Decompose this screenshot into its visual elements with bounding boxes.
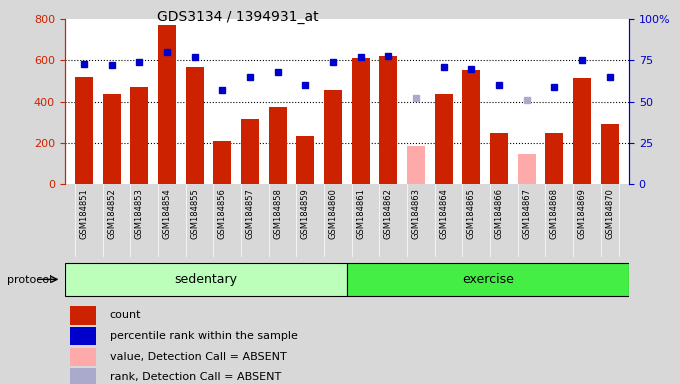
Bar [186, 67, 203, 184]
Bar [103, 94, 120, 184]
Bar [75, 77, 93, 184]
Bar [296, 136, 314, 184]
Bar [131, 87, 148, 184]
Bar [462, 70, 480, 184]
Text: GSM184854: GSM184854 [163, 188, 171, 239]
Bar [70, 327, 96, 345]
Text: GSM184851: GSM184851 [80, 188, 88, 239]
Text: GSM184862: GSM184862 [384, 188, 393, 239]
Bar [70, 368, 96, 384]
Text: GSM184868: GSM184868 [550, 188, 559, 239]
Bar [545, 133, 563, 184]
Bar [70, 306, 96, 324]
Text: rank, Detection Call = ABSENT: rank, Detection Call = ABSENT [109, 372, 281, 382]
Text: count: count [109, 311, 141, 321]
Bar [517, 154, 536, 184]
Text: GDS3134 / 1394931_at: GDS3134 / 1394931_at [157, 10, 319, 23]
Text: percentile rank within the sample: percentile rank within the sample [109, 331, 298, 341]
Text: GSM184860: GSM184860 [328, 188, 337, 239]
Bar [347, 263, 629, 296]
Text: GSM184867: GSM184867 [522, 188, 531, 239]
Bar [407, 146, 425, 184]
Text: GSM184869: GSM184869 [577, 188, 586, 239]
Text: GSM184861: GSM184861 [356, 188, 365, 239]
Text: GSM184852: GSM184852 [107, 188, 116, 239]
Text: GSM184857: GSM184857 [245, 188, 254, 239]
Bar [379, 56, 397, 184]
Bar [324, 90, 342, 184]
Text: exercise: exercise [462, 273, 514, 286]
Text: GSM184858: GSM184858 [273, 188, 282, 239]
Text: GSM184866: GSM184866 [494, 188, 503, 239]
Bar [241, 119, 259, 184]
Text: GSM184859: GSM184859 [301, 188, 310, 239]
Bar [70, 348, 96, 366]
Bar [573, 78, 591, 184]
Bar [269, 107, 287, 184]
Bar [214, 141, 231, 184]
Bar [158, 25, 176, 184]
Text: GSM184865: GSM184865 [466, 188, 476, 239]
Text: GSM184863: GSM184863 [411, 188, 420, 239]
Bar [600, 124, 619, 184]
Text: value, Detection Call = ABSENT: value, Detection Call = ABSENT [109, 352, 286, 362]
Text: GSM184856: GSM184856 [218, 188, 227, 239]
Bar [435, 94, 453, 184]
Bar [352, 58, 370, 184]
Text: GSM184870: GSM184870 [605, 188, 614, 239]
Text: GSM184853: GSM184853 [135, 188, 143, 239]
Text: GSM184864: GSM184864 [439, 188, 448, 239]
Text: GSM184855: GSM184855 [190, 188, 199, 239]
Bar [65, 263, 347, 296]
Text: protocol: protocol [7, 275, 52, 285]
Text: sedentary: sedentary [174, 273, 237, 286]
Bar [490, 133, 508, 184]
